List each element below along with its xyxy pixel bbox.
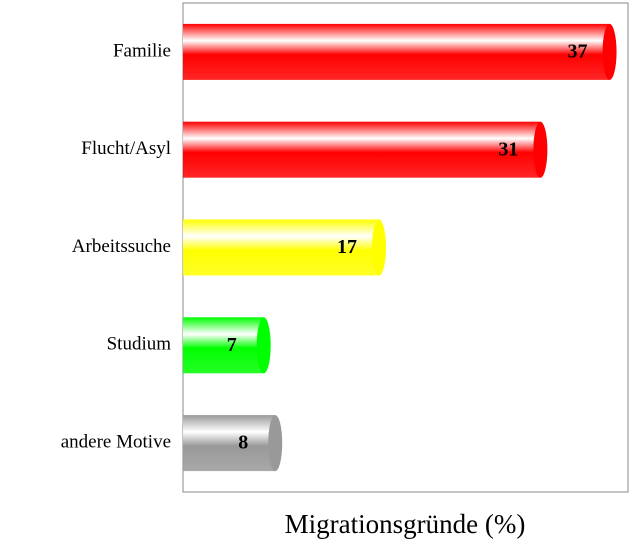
bar-cap — [371, 219, 386, 276]
bar — [183, 317, 264, 374]
bar-cap — [533, 121, 548, 178]
bar — [183, 415, 276, 472]
value-label: 17 — [337, 236, 357, 258]
y-tick-label: Flucht/Asyl — [81, 138, 171, 159]
bar-cap — [602, 23, 617, 80]
bar — [183, 23, 610, 80]
bar — [183, 121, 541, 178]
y-tick-label: Familie — [113, 40, 171, 61]
x-axis-label: Migrationsgründe (%) — [285, 509, 526, 539]
bar-cap — [268, 415, 283, 472]
y-tick-label: Studium — [107, 334, 172, 355]
bar-cap — [256, 317, 271, 374]
value-label: 7 — [227, 334, 237, 356]
y-tick-label: andere Motive — [61, 431, 171, 452]
value-label: 37 — [568, 40, 588, 62]
value-label: 8 — [238, 432, 248, 454]
bar — [183, 219, 379, 276]
y-tick-label: Arbeitssuche — [72, 236, 171, 257]
value-label: 31 — [498, 138, 518, 160]
